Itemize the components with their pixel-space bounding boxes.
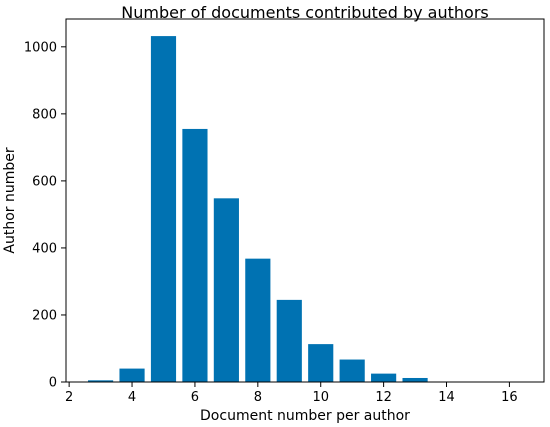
x-tick-label: 2: [65, 390, 73, 405]
y-axis: 0 200 400 600 800 1000: [24, 40, 66, 391]
x-tick-label: 16: [501, 390, 518, 405]
x-tick-label: 14: [438, 390, 455, 405]
y-tick-label: 1000: [24, 40, 57, 55]
x-tick-label: 10: [312, 390, 329, 405]
y-tick-label: 800: [32, 107, 57, 122]
bar: [402, 377, 428, 382]
bar: [88, 380, 114, 382]
chart-title: Number of documents contributed by autho…: [121, 3, 488, 22]
bar: [371, 373, 397, 382]
bar: [308, 344, 334, 382]
plot-area-frame: [65, 18, 545, 383]
bar: [339, 359, 365, 382]
y-tick-label: 200: [32, 308, 57, 323]
bar: [150, 36, 177, 383]
bar: [213, 198, 239, 382]
y-tick-label: 600: [32, 174, 57, 189]
x-tick-label: 4: [128, 390, 136, 405]
bar: [245, 258, 271, 382]
bar: [182, 128, 208, 382]
bar: [276, 299, 302, 382]
x-axis-label: Document number per author: [200, 408, 410, 424]
y-tick-label: 400: [32, 241, 57, 256]
x-tick-label: 6: [191, 390, 199, 405]
x-tick-label: 8: [254, 390, 262, 405]
y-axis-label: Author number: [2, 147, 18, 253]
y-tick-label: 0: [49, 376, 57, 391]
x-tick-label: 12: [375, 390, 392, 405]
bar: [119, 368, 145, 382]
bars-group: [88, 36, 428, 383]
x-axis: 2 4 6 8 10 12 14 16: [65, 382, 518, 405]
